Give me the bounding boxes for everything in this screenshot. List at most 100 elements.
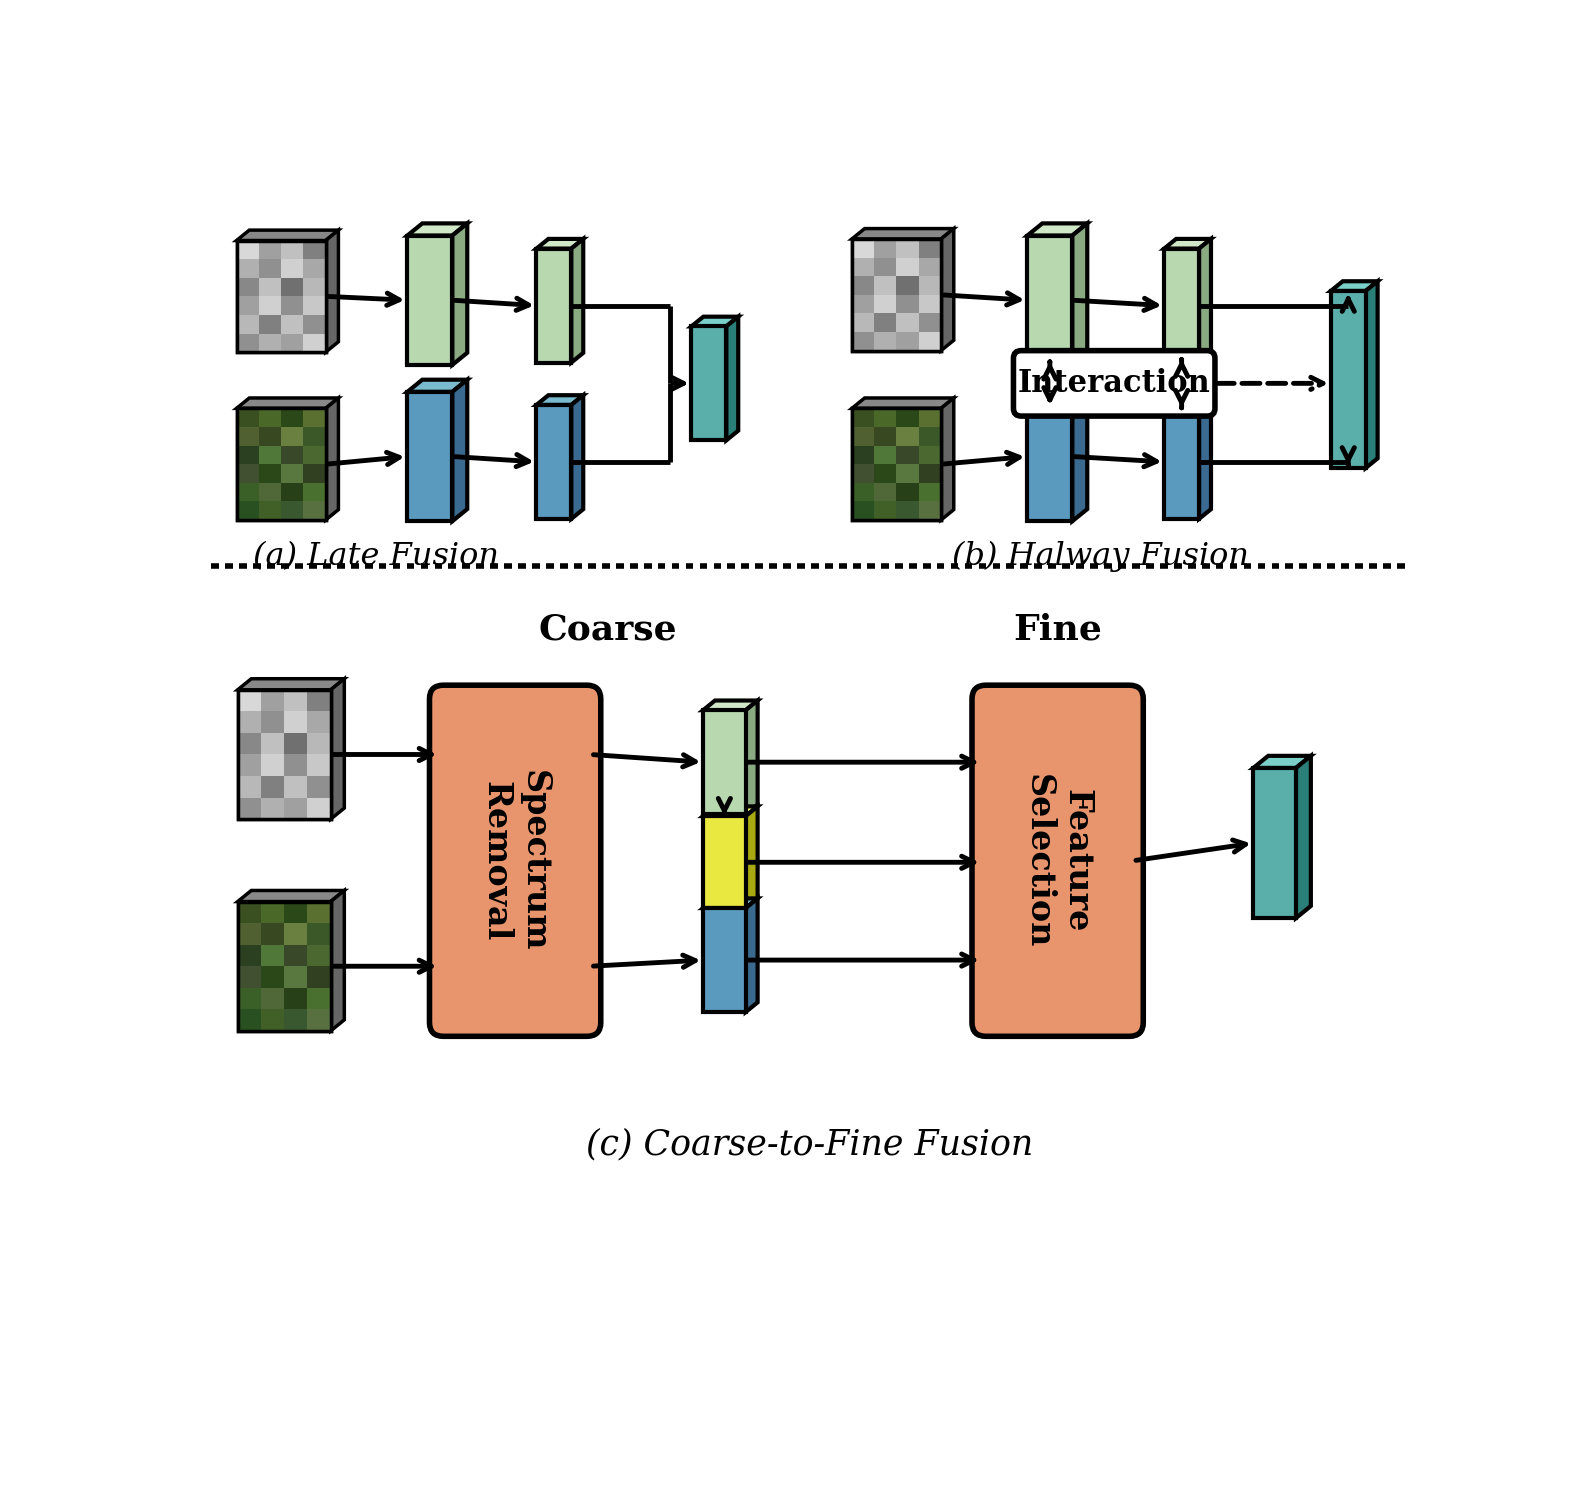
Polygon shape: [308, 966, 330, 987]
Polygon shape: [259, 259, 281, 277]
Polygon shape: [281, 277, 303, 297]
Polygon shape: [284, 1010, 308, 1031]
Polygon shape: [261, 987, 284, 1010]
Polygon shape: [281, 333, 303, 353]
Polygon shape: [259, 464, 281, 482]
Polygon shape: [1028, 380, 1088, 392]
Text: Interaction: Interaction: [1018, 368, 1211, 399]
Polygon shape: [1028, 223, 1088, 235]
Polygon shape: [875, 464, 897, 482]
Polygon shape: [407, 235, 452, 365]
Polygon shape: [851, 258, 875, 276]
Polygon shape: [308, 755, 330, 776]
Polygon shape: [407, 392, 452, 521]
Polygon shape: [1254, 769, 1296, 918]
Polygon shape: [851, 229, 954, 240]
Polygon shape: [875, 408, 897, 426]
Polygon shape: [919, 464, 941, 482]
Polygon shape: [238, 755, 261, 776]
Polygon shape: [851, 426, 875, 446]
Polygon shape: [897, 426, 919, 446]
Polygon shape: [919, 502, 941, 520]
Polygon shape: [237, 259, 259, 277]
Polygon shape: [919, 426, 941, 446]
Polygon shape: [259, 241, 281, 259]
Polygon shape: [237, 231, 338, 241]
Polygon shape: [308, 987, 330, 1010]
Polygon shape: [308, 711, 330, 732]
Polygon shape: [1028, 392, 1072, 521]
Polygon shape: [308, 690, 330, 711]
Polygon shape: [1254, 757, 1311, 769]
FancyBboxPatch shape: [973, 686, 1143, 1037]
Polygon shape: [281, 241, 303, 259]
Polygon shape: [303, 315, 325, 333]
Polygon shape: [897, 464, 919, 482]
Polygon shape: [919, 295, 941, 313]
Polygon shape: [303, 259, 325, 277]
Polygon shape: [875, 258, 897, 276]
Polygon shape: [1331, 282, 1377, 291]
Polygon shape: [1164, 405, 1198, 518]
Polygon shape: [897, 313, 919, 332]
Polygon shape: [703, 898, 758, 909]
Polygon shape: [875, 426, 897, 446]
Polygon shape: [851, 276, 875, 295]
Polygon shape: [303, 241, 325, 259]
Text: (c) Coarse-to-Fine Fusion: (c) Coarse-to-Fine Fusion: [586, 1127, 1033, 1162]
Polygon shape: [261, 966, 284, 987]
Polygon shape: [303, 502, 325, 520]
Polygon shape: [1366, 282, 1377, 469]
Polygon shape: [897, 482, 919, 502]
Polygon shape: [851, 408, 941, 520]
Polygon shape: [284, 945, 308, 966]
Polygon shape: [703, 909, 745, 1013]
Polygon shape: [237, 502, 259, 520]
Polygon shape: [237, 398, 338, 408]
Polygon shape: [330, 891, 344, 1031]
Polygon shape: [284, 711, 308, 732]
Text: Coarse: Coarse: [538, 612, 677, 647]
Polygon shape: [919, 258, 941, 276]
Polygon shape: [1028, 235, 1072, 365]
Polygon shape: [303, 277, 325, 297]
Polygon shape: [919, 276, 941, 295]
Polygon shape: [897, 332, 919, 351]
Polygon shape: [284, 987, 308, 1010]
Polygon shape: [284, 732, 308, 755]
Polygon shape: [281, 426, 303, 446]
Polygon shape: [237, 241, 325, 353]
Polygon shape: [1198, 240, 1211, 363]
Polygon shape: [259, 315, 281, 333]
Polygon shape: [259, 297, 281, 315]
Polygon shape: [238, 678, 344, 690]
FancyBboxPatch shape: [429, 686, 600, 1037]
Polygon shape: [703, 701, 758, 710]
Polygon shape: [259, 426, 281, 446]
Polygon shape: [941, 398, 954, 520]
Polygon shape: [919, 240, 941, 258]
Polygon shape: [259, 408, 281, 426]
Polygon shape: [281, 502, 303, 520]
Polygon shape: [284, 776, 308, 797]
Polygon shape: [851, 398, 954, 408]
Polygon shape: [261, 755, 284, 776]
Polygon shape: [238, 711, 261, 732]
Polygon shape: [308, 901, 330, 924]
Polygon shape: [259, 502, 281, 520]
Polygon shape: [284, 966, 308, 987]
Polygon shape: [237, 408, 259, 426]
Polygon shape: [537, 405, 572, 518]
Polygon shape: [851, 295, 875, 313]
Polygon shape: [238, 901, 261, 924]
Polygon shape: [237, 315, 259, 333]
Text: Fine: Fine: [1014, 612, 1102, 647]
Polygon shape: [851, 446, 875, 464]
Polygon shape: [851, 240, 941, 351]
Polygon shape: [897, 258, 919, 276]
Polygon shape: [261, 901, 284, 924]
Polygon shape: [281, 464, 303, 482]
Polygon shape: [1164, 240, 1211, 249]
Polygon shape: [237, 464, 259, 482]
Polygon shape: [284, 755, 308, 776]
